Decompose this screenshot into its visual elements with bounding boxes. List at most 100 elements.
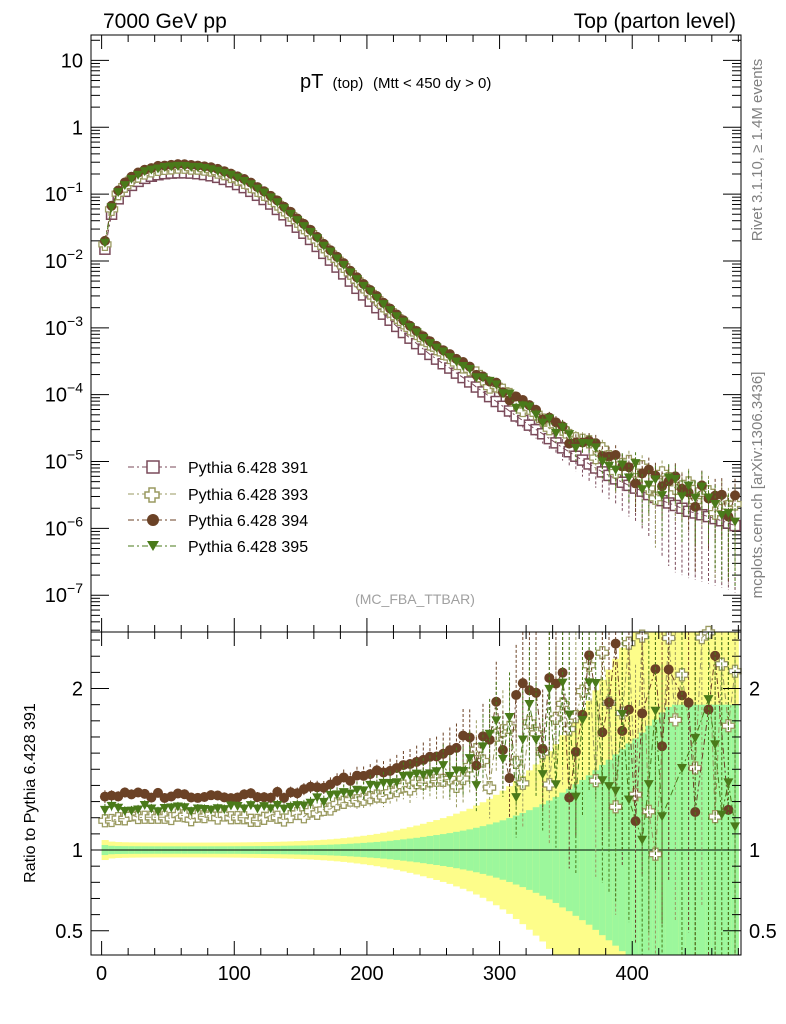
main-y-tick-base: 10	[45, 318, 67, 340]
main-y-tick-base: 10	[45, 184, 67, 206]
ratio-ticks	[91, 632, 741, 955]
marker-triangle	[643, 780, 654, 790]
marker-triangle	[471, 781, 482, 791]
marker-triangle	[239, 804, 250, 814]
marker-triangle	[650, 706, 661, 716]
main-ticks	[91, 35, 741, 632]
main-y-tick-label: 10−4	[45, 380, 83, 407]
marker-triangle	[676, 492, 687, 502]
marker-triangle	[391, 778, 402, 788]
main-y-tick-label: 10−2	[45, 246, 83, 273]
chart-title-main: pT	[300, 71, 323, 93]
marker-triangle	[451, 766, 462, 776]
legend-label: Pythia 6.428 394	[188, 513, 308, 530]
ratio-y-tick-label: 0.5	[55, 921, 83, 943]
legend-entry: Pythia 6.428 394	[128, 513, 308, 530]
legend-marker-square	[146, 460, 160, 474]
x-tick-label: 100	[218, 963, 251, 985]
mcplots-label: mcplots.cern.ch [arXiv:1306.3436]	[749, 372, 766, 599]
marker-triangle	[630, 459, 641, 469]
ratio-series-3	[99, 632, 741, 955]
marker-triangle	[225, 170, 236, 180]
legend-label: Pythia 6.428 395	[188, 539, 308, 556]
main-y-tick-label: 1	[72, 117, 83, 139]
marker-triangle	[597, 457, 608, 467]
main-y-tick-base: 10	[45, 452, 67, 474]
marker-triangle	[590, 679, 601, 689]
main-data-layer	[98, 159, 742, 593]
rivet-label: Rivet 3.1.10, ≥ 1.4M events	[749, 59, 766, 242]
ratio-y-axis-label: Ratio to Pythia 6.428 391	[22, 703, 39, 883]
marker-cross	[589, 774, 603, 788]
marker-triangle	[133, 170, 144, 180]
main-y-tick-base: 10	[61, 50, 83, 72]
marker-triangle	[550, 780, 561, 790]
main-y-tick-label: 10−3	[45, 313, 83, 340]
marker-triangle	[537, 770, 548, 780]
marker-triangle	[378, 300, 389, 310]
ratio-series-2	[99, 632, 734, 955]
ratio-y-tick-label: 1	[72, 840, 83, 862]
main-y-tick-label: 10−5	[45, 447, 83, 474]
x-tick-label: 200	[350, 963, 383, 985]
legend-entry: Pythia 6.428 393	[128, 487, 308, 504]
marker-triangle	[657, 491, 668, 501]
marker-cross	[668, 713, 682, 727]
ratio-y-tick-labels: 0.5 1 2	[55, 679, 83, 943]
x-tick-labels: 0 100 200 300 400	[96, 963, 649, 985]
x-tick-label: 0	[96, 963, 107, 985]
ratio-y-tick-label-right: 0.5	[749, 921, 777, 943]
main-y-tick-base: 1	[72, 117, 83, 139]
marker-circle	[676, 690, 687, 701]
ratio-series-line	[104, 643, 729, 822]
main-y-tick-base: 10	[45, 585, 67, 607]
marker-circle	[730, 490, 741, 501]
ratio-series-line	[104, 631, 736, 855]
marker-triangle	[577, 715, 588, 725]
marker-triangle	[570, 792, 581, 802]
marker-triangle	[192, 804, 203, 814]
marker-triangle	[557, 678, 568, 688]
main-y-tick-exp: −6	[67, 513, 83, 529]
marker-triangle	[716, 810, 727, 820]
main-y-tick-base: 10	[45, 518, 67, 540]
marker-triangle	[345, 268, 356, 278]
ratio-y-tick-labels-right: 0.5 1 2	[749, 679, 777, 943]
main-y-tick-exp: −5	[67, 447, 83, 463]
main-y-tick-exp: −1	[67, 179, 83, 195]
ratio-frame	[90, 631, 742, 956]
marker-triangle	[172, 802, 183, 812]
marker-triangle	[172, 161, 183, 171]
marker-triangle	[464, 364, 475, 374]
main-y-tick-label: 10−6	[45, 513, 83, 540]
x-tick-label: 300	[483, 963, 516, 985]
marker-circle	[716, 489, 727, 500]
marker-triangle	[584, 439, 595, 449]
marker-triangle	[225, 801, 236, 811]
marker-triangle	[159, 162, 170, 172]
marker-triangle	[279, 804, 290, 814]
main-y-tick-exp: −2	[67, 246, 83, 262]
main-y-tick-exp: −3	[67, 313, 83, 329]
marker-triangle	[730, 822, 741, 832]
analysis-label: (MC_FBA_TTBAR)	[355, 591, 475, 607]
marker-triangle	[166, 162, 177, 172]
marker-triangle	[166, 803, 177, 813]
marker-circle	[663, 664, 674, 675]
marker-triangle	[517, 735, 528, 745]
main-y-tick-label: 10−7	[45, 580, 83, 607]
main-y-tick-exp: −7	[67, 580, 83, 596]
marker-circle	[617, 725, 628, 736]
svg-text:pT (top) (Mtt < 45: pT (top) (Mtt < 450 dy > 0)	[300, 71, 491, 93]
marker-triangle	[524, 700, 535, 710]
ratio-data-layer	[98, 625, 742, 955]
main-y-tick-exp: −4	[67, 380, 83, 396]
legend-label: Pythia 6.428 393	[188, 487, 308, 504]
marker-triangle	[477, 373, 488, 383]
legend-entry: Pythia 6.428 395	[128, 539, 308, 556]
x-tick-label: 400	[616, 963, 649, 985]
main-y-tick-label: 10	[61, 50, 83, 72]
marker-triangle	[106, 203, 117, 213]
